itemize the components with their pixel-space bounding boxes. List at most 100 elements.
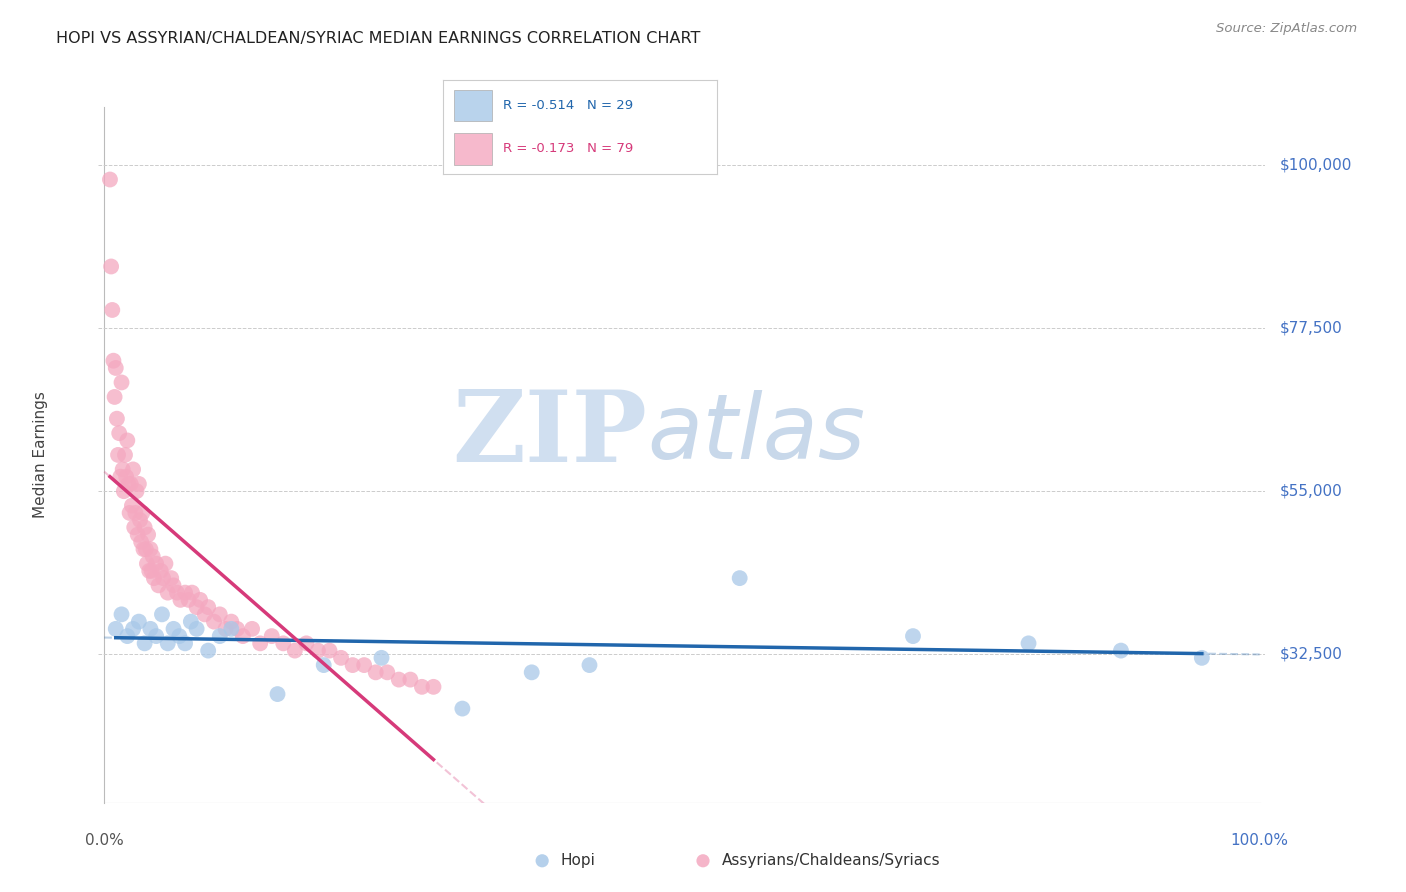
Point — [135, 542, 157, 557]
Point — [149, 564, 172, 578]
Point — [169, 592, 191, 607]
Text: Hopi: Hopi — [561, 854, 596, 868]
Point — [129, 534, 152, 549]
Point — [221, 622, 243, 636]
Point — [104, 361, 127, 376]
Point — [136, 527, 159, 541]
Point — [188, 592, 211, 607]
Point — [128, 615, 150, 629]
Point — [388, 673, 411, 687]
Point — [156, 636, 179, 650]
Point — [111, 462, 134, 476]
Point — [108, 426, 131, 441]
Text: ZIP: ZIP — [451, 385, 647, 483]
Point — [142, 549, 165, 564]
Point — [226, 622, 249, 636]
Point — [118, 506, 141, 520]
Point — [578, 658, 600, 673]
Point — [375, 665, 398, 680]
Point — [120, 476, 142, 491]
Point — [166, 585, 188, 599]
Point — [307, 643, 329, 657]
Point — [122, 520, 145, 534]
Point — [128, 476, 150, 491]
Text: atlas: atlas — [647, 390, 865, 478]
Point — [692, 854, 714, 868]
Point — [148, 578, 170, 592]
Point — [162, 578, 184, 592]
Point — [399, 673, 422, 687]
Point — [145, 557, 167, 571]
Point — [249, 636, 271, 650]
Point — [115, 469, 138, 483]
Text: $77,500: $77,500 — [1279, 320, 1343, 335]
Point — [177, 592, 200, 607]
Point — [232, 629, 254, 643]
Text: $32,500: $32,500 — [1279, 647, 1343, 662]
Point — [266, 687, 288, 701]
Point — [353, 658, 375, 673]
Point — [901, 629, 924, 643]
Point — [214, 622, 236, 636]
Point — [121, 499, 143, 513]
Point — [141, 564, 163, 578]
FancyBboxPatch shape — [454, 89, 492, 121]
Point — [103, 353, 125, 368]
Text: HOPI VS ASSYRIAN/CHALDEAN/SYRIAC MEDIAN EARNINGS CORRELATION CHART: HOPI VS ASSYRIAN/CHALDEAN/SYRIAC MEDIAN … — [56, 31, 700, 46]
Point — [162, 622, 184, 636]
FancyBboxPatch shape — [454, 133, 492, 164]
Point — [139, 542, 162, 557]
Point — [295, 636, 318, 650]
Point — [145, 629, 167, 643]
Point — [100, 260, 122, 274]
Text: 0.0%: 0.0% — [84, 833, 124, 848]
Point — [271, 636, 294, 650]
Point — [117, 476, 139, 491]
Point — [105, 411, 128, 425]
Point — [174, 585, 197, 599]
Point — [422, 680, 444, 694]
Point — [174, 636, 197, 650]
Point — [186, 622, 208, 636]
Point — [160, 571, 183, 585]
Point — [134, 520, 156, 534]
Point — [110, 469, 132, 483]
Point — [330, 651, 353, 665]
Point — [129, 513, 152, 527]
Point — [107, 448, 129, 462]
Point — [240, 622, 263, 636]
Text: Source: ZipAtlas.com: Source: ZipAtlas.com — [1216, 22, 1357, 36]
Point — [318, 643, 340, 657]
Point — [1109, 643, 1132, 657]
Text: R = -0.514   N = 29: R = -0.514 N = 29 — [503, 99, 633, 112]
Point — [114, 448, 136, 462]
Point — [202, 615, 225, 629]
Point — [124, 506, 146, 520]
Point — [101, 303, 124, 318]
Point — [411, 680, 433, 694]
Point — [451, 701, 474, 715]
Point — [110, 376, 132, 390]
Point — [364, 665, 387, 680]
Text: R = -0.173   N = 79: R = -0.173 N = 79 — [503, 142, 634, 155]
Point — [194, 607, 217, 622]
Point — [125, 484, 148, 499]
Text: $55,000: $55,000 — [1279, 483, 1343, 499]
Point — [104, 390, 127, 404]
Point — [152, 571, 174, 585]
Point — [728, 571, 751, 585]
Point — [110, 607, 132, 622]
Point — [531, 854, 554, 868]
Text: $100,000: $100,000 — [1279, 158, 1351, 172]
Point — [180, 615, 202, 629]
Point — [208, 629, 231, 643]
Point — [104, 622, 127, 636]
Point — [117, 434, 139, 448]
Point — [134, 636, 156, 650]
Point — [122, 622, 145, 636]
Point — [122, 462, 145, 476]
Point — [139, 622, 162, 636]
Text: Assyrians/Chaldeans/Syriacs: Assyrians/Chaldeans/Syriacs — [721, 854, 941, 868]
Point — [370, 651, 392, 665]
Point — [112, 484, 135, 499]
